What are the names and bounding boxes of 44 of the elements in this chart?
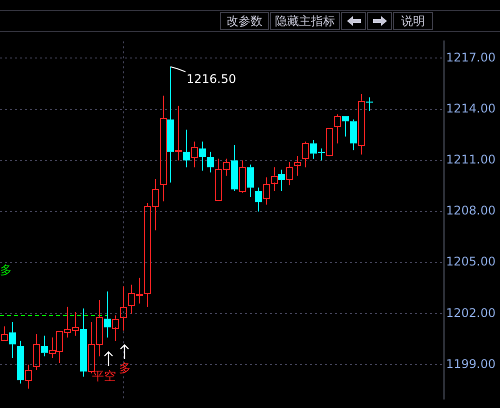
candlestick — [199, 141, 206, 172]
y-tick-label: 1208.00 — [446, 204, 496, 218]
candlestick — [271, 166, 278, 192]
text: 隐藏主指标 — [270, 12, 340, 30]
candlestick — [334, 114, 341, 144]
candlestick — [358, 93, 365, 155]
y-tick-label: 1214.00 — [446, 101, 496, 116]
candlestick — [350, 119, 357, 151]
candlestick — [183, 129, 190, 168]
candlestick — [294, 156, 301, 176]
candlestick — [278, 169, 285, 192]
candlestick — [33, 334, 40, 370]
candlestick — [167, 66, 174, 184]
candlestick — [17, 340, 24, 384]
candlestick — [191, 141, 198, 168]
y-tick-label: 1211.00 — [446, 152, 496, 167]
y-tick-label: 1205.00 — [446, 254, 496, 269]
candlestick — [104, 291, 111, 338]
y-tick-label: 1199.00 — [446, 356, 496, 371]
text: 改参数 — [220, 12, 269, 30]
candlestick — [207, 151, 214, 173]
annotation: 多 — [119, 360, 131, 377]
annotation: 平空 — [92, 368, 116, 385]
candlestick — [247, 164, 254, 198]
candlestick — [286, 162, 293, 186]
candlestick — [175, 105, 182, 161]
candlestick — [160, 95, 167, 202]
candlestick — [342, 116, 349, 138]
candlestick — [255, 187, 262, 212]
candlestick — [366, 96, 373, 112]
candlestick — [263, 176, 270, 206]
candlestick — [80, 308, 87, 378]
text: 说明 — [393, 12, 433, 30]
y-tick-label: 1202.00 — [446, 306, 496, 320]
candlestick — [41, 335, 48, 357]
candlestick — [25, 364, 32, 390]
y-tick-label: 1217.00 — [446, 50, 496, 64]
candlestick — [112, 314, 119, 342]
annotation: 1216.50 — [186, 72, 236, 86]
candlestick — [302, 141, 309, 168]
candlestick — [231, 144, 238, 192]
annotation: 多 — [0, 262, 12, 279]
candlestick — [120, 286, 127, 332]
candlestick — [9, 322, 16, 358]
